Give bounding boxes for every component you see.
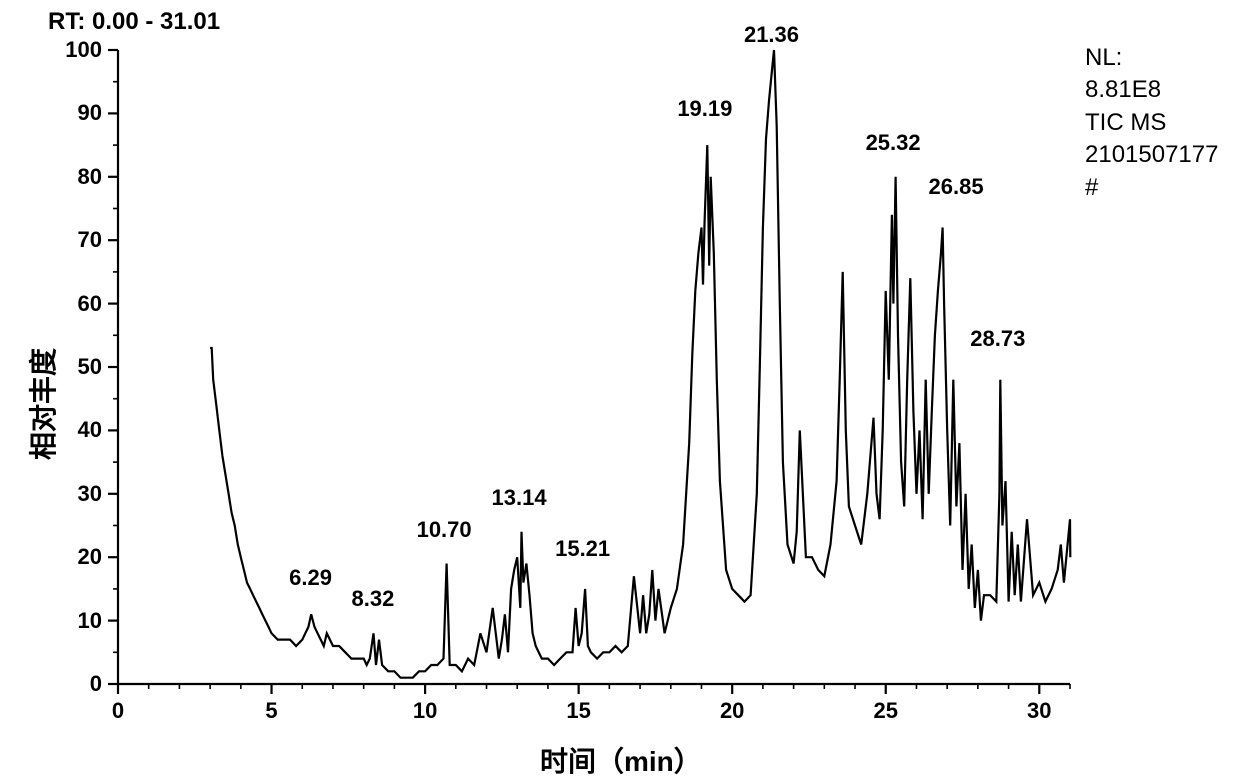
x-tick-label: 10 bbox=[405, 698, 445, 724]
peak-label: 28.73 bbox=[970, 326, 1025, 352]
peak-label: 10.70 bbox=[417, 517, 472, 543]
peak-label: 21.36 bbox=[744, 22, 799, 48]
x-tick-label: 20 bbox=[712, 698, 752, 724]
y-tick-label: 90 bbox=[78, 100, 102, 126]
y-tick-label: 10 bbox=[78, 608, 102, 634]
y-tick-label: 40 bbox=[78, 417, 102, 443]
peak-label: 19.19 bbox=[677, 96, 732, 122]
chart-svg bbox=[0, 0, 1240, 782]
y-tick-label: 70 bbox=[78, 227, 102, 253]
y-tick-label: 20 bbox=[78, 544, 102, 570]
y-tick-label: 60 bbox=[78, 291, 102, 317]
x-tick-label: 25 bbox=[866, 698, 906, 724]
y-tick-label: 100 bbox=[65, 37, 102, 63]
peak-label: 13.14 bbox=[492, 485, 547, 511]
y-tick-label: 80 bbox=[78, 164, 102, 190]
y-tick-label: 0 bbox=[90, 671, 102, 697]
chromatogram-chart: RT: 0.00 - 31.01 NL:8.81E8TIC MS21015071… bbox=[0, 0, 1240, 782]
y-tick-label: 30 bbox=[78, 481, 102, 507]
peak-label: 15.21 bbox=[555, 536, 610, 562]
peak-label: 26.85 bbox=[929, 174, 984, 200]
x-tick-label: 30 bbox=[1019, 698, 1059, 724]
peak-label: 25.32 bbox=[866, 130, 921, 156]
y-tick-label: 50 bbox=[78, 354, 102, 380]
x-tick-label: 5 bbox=[252, 698, 292, 724]
peak-label: 6.29 bbox=[289, 565, 332, 591]
peak-label: 8.32 bbox=[352, 586, 395, 612]
x-tick-label: 15 bbox=[559, 698, 599, 724]
x-tick-label: 0 bbox=[98, 698, 138, 724]
